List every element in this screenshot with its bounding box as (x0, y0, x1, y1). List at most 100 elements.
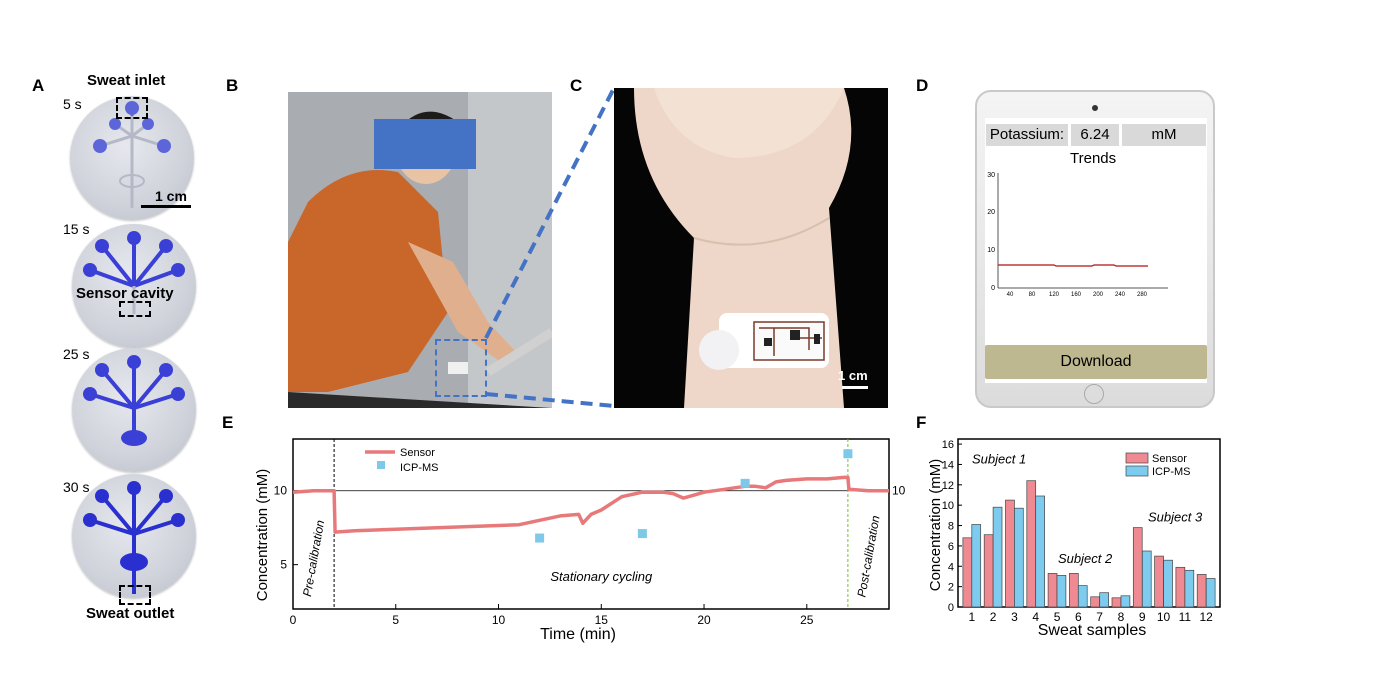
chart-e-icpms-point (843, 449, 853, 459)
trend-xtick-160: 160 (1071, 292, 1082, 298)
chart-f-xtick-label: 2 (990, 610, 997, 624)
chart-e-concentration-vs-time: Concentration (mM) Time (min) 0 5 10 15 20 25… (254, 438, 906, 643)
trend-xtick-240: 240 (1115, 292, 1126, 298)
chart-e-xtick-label: 20 (697, 613, 711, 627)
chart-e-xlabel: Time (min) (540, 626, 616, 643)
sweat-outlet-label: Sweat outlet (86, 605, 175, 622)
chart-f-frame (957, 438, 1221, 608)
photo-wrist-patch: 1 cm (614, 88, 888, 408)
analyte-label: Potassium: (986, 124, 1068, 146)
chart-e-xtick-label: 15 (595, 613, 609, 627)
chart-f-legend-label: Sensor (1152, 453, 1187, 465)
trend-xtick-40: 40 (1007, 292, 1014, 298)
zoom-region-box (435, 339, 487, 397)
sensor-cavity-label: Sensor cavity (76, 285, 174, 302)
chart-e-legend-icpms-label: ICP-MS (400, 462, 439, 474)
chart-f-bar-icpms (1077, 585, 1088, 608)
chart-f-bar-icpms (1056, 575, 1067, 608)
wrist-illustration (634, 88, 852, 408)
chart-f-ylabel: Concentration (mM) (927, 459, 944, 592)
face-censor-block (374, 119, 476, 169)
scale-label-c: 1 cm (838, 368, 868, 383)
chart-f-bar-sensor (962, 537, 973, 608)
panel-label-b: B (226, 76, 239, 95)
chart-f-bar-sensor (1196, 574, 1207, 608)
chart-f-bar-icpms (1163, 559, 1173, 608)
panel-label-c: C (570, 76, 583, 95)
chart-f-legend-swatch (1125, 465, 1149, 477)
chart-f-bar-icpms (971, 524, 982, 608)
channel-pattern-30s (83, 481, 185, 594)
chart-f-bar-icpms (1184, 569, 1195, 608)
chart-e-xtick-label: 10 (492, 613, 506, 627)
chart-e-xtick-label: 0 (290, 613, 297, 627)
microfluidic-disc-5s (70, 96, 194, 220)
chart-f-bar-sensor (1069, 573, 1079, 608)
chart-f-ytick-label: 14 (942, 459, 954, 471)
trend-xtick-200: 200 (1093, 292, 1104, 298)
chart-e-frame (292, 438, 890, 610)
microfluidic-disc-15s (72, 224, 196, 348)
chart-e-ylabel: Concentration (mM) (254, 469, 271, 602)
chart-f-ytick-label: 2 (948, 582, 954, 594)
scale-bar-a (141, 205, 191, 208)
microfluidic-disc-25s (72, 348, 196, 472)
time-label-5s: 5 s (63, 96, 82, 112)
chart-f-bar-sensor (1047, 573, 1058, 608)
chart-f-bar-icpms (1099, 592, 1109, 608)
chart-f-sweat-samples: Concentration (mM) Sweat samples 0 2 4 6 8 10… (927, 438, 1221, 639)
chart-f-bar-sensor (1111, 597, 1122, 608)
chart-f-xtick-label: 12 (1199, 610, 1213, 624)
trend-line (998, 264, 1148, 267)
chart-f-xtick-label: 3 (1011, 610, 1018, 624)
camera-icon (1092, 105, 1098, 111)
chart-f-bar-sensor (1090, 596, 1100, 608)
app-screen (985, 118, 1207, 383)
panel-label-e: E (222, 413, 234, 432)
time-label-30s: 30 s (63, 479, 90, 495)
scale-label-a: 1 cm (155, 188, 187, 204)
chart-e-annotation-cycling: Stationary cycling (550, 569, 653, 584)
panel-label-d: D (916, 76, 929, 95)
chart-f-legend-swatch (1125, 452, 1149, 464)
chart-f-ytick-label: 6 (948, 541, 954, 553)
time-label-15s: 15 s (63, 221, 90, 237)
chart-f-xlabel: Sweat samples (1038, 622, 1147, 639)
chart-e-icpms-point (535, 533, 545, 543)
inlet-highlight-box (116, 97, 148, 119)
chart-e-right-marker: 10 (892, 484, 906, 498)
channel-pattern-15s (83, 231, 185, 314)
chart-e-ytick-label: 10 (274, 484, 288, 498)
time-label-25s: 25 s (63, 346, 90, 362)
chart-f-annotation-subject3: Subject 3 (1148, 509, 1203, 524)
trend-ytick-30: 30 (987, 172, 995, 179)
chart-f-ytick-label: 16 (942, 439, 954, 451)
download-button[interactable]: Download (985, 345, 1207, 379)
chart-f-ytick-label: 12 (942, 480, 954, 492)
chart-f-xtick-label: 4 (1032, 610, 1039, 624)
chart-f-bar-icpms (1014, 507, 1024, 608)
chart-f-bar-sensor (1132, 527, 1143, 608)
trend-mini-chart: 30 20 10 0 40 80 120 160 200 240 280 (987, 172, 1168, 298)
chart-f-xtick-label: 10 (1157, 610, 1171, 624)
home-button[interactable] (1084, 384, 1104, 404)
chart-f-ytick-label: 0 (948, 602, 954, 614)
chart-f-bar-sensor (1026, 480, 1037, 608)
chart-f-ytick-label: 10 (942, 500, 954, 512)
unit-label: mM (1122, 124, 1206, 146)
chart-f-annotation-subject1: Subject 1 (972, 451, 1026, 466)
chart-f-bar-sensor (1175, 566, 1186, 608)
trend-xtick-120: 120 (1049, 292, 1060, 298)
trends-title: Trends (1070, 150, 1117, 167)
chart-f-xtick-label: 9 (1139, 610, 1146, 624)
chart-f-bar-icpms (1035, 495, 1045, 608)
channel-pattern-5s (93, 101, 171, 208)
zoom-connector-lines (484, 87, 616, 408)
chart-f-xtick-label: 1 (969, 610, 976, 624)
chart-f-legend-label: ICP-MS (1152, 466, 1191, 478)
trend-ytick-0: 0 (991, 285, 995, 292)
chart-f-bar-icpms (992, 506, 1003, 608)
panel-label-a: A (32, 76, 45, 95)
chart-f-xtick-label: 5 (1054, 610, 1061, 624)
cavity-highlight-box (119, 301, 151, 317)
